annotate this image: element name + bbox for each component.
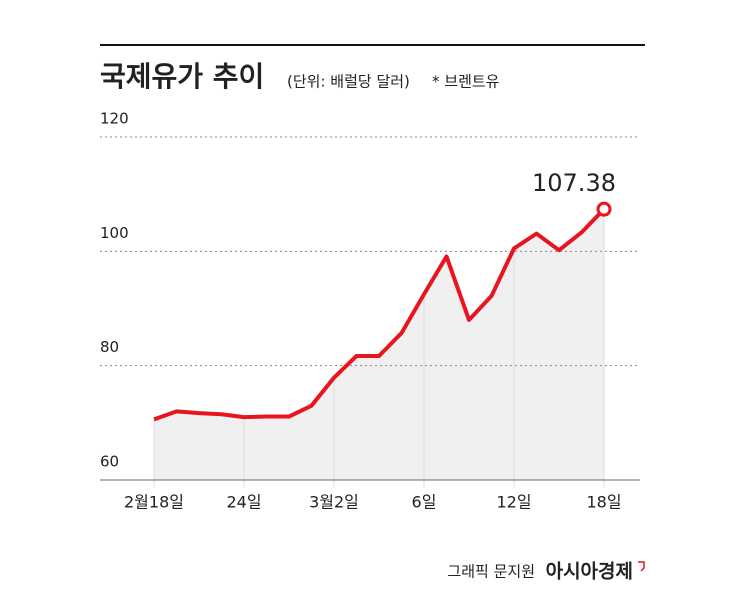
x-tick-label: 2월18일	[124, 493, 184, 512]
chart-title: 국제유가 추이	[100, 60, 264, 93]
subtitle: (단위: 배럴당 달러)	[287, 73, 410, 91]
line	[153, 207, 606, 422]
data-label: 107.38	[532, 169, 616, 197]
source: 아시아경제	[546, 561, 633, 583]
note: * 브렌트유	[432, 73, 500, 91]
x-tick-label: 18일	[586, 493, 621, 512]
y-tick-label: 80	[100, 338, 119, 356]
area	[154, 209, 604, 480]
y-tick-label: 120	[100, 110, 129, 128]
x-tick-label: 6일	[412, 493, 437, 512]
x-tick-label: 24일	[226, 493, 261, 512]
logo-mark	[638, 561, 645, 572]
y-tick-label: 60	[100, 453, 119, 471]
x-tick-label: 3월2일	[309, 493, 359, 512]
y-tick-label: 100	[100, 224, 129, 242]
credit: 그래픽 문지원	[447, 563, 535, 581]
x-tick-label: 12일	[496, 493, 531, 512]
end-point	[596, 201, 612, 217]
